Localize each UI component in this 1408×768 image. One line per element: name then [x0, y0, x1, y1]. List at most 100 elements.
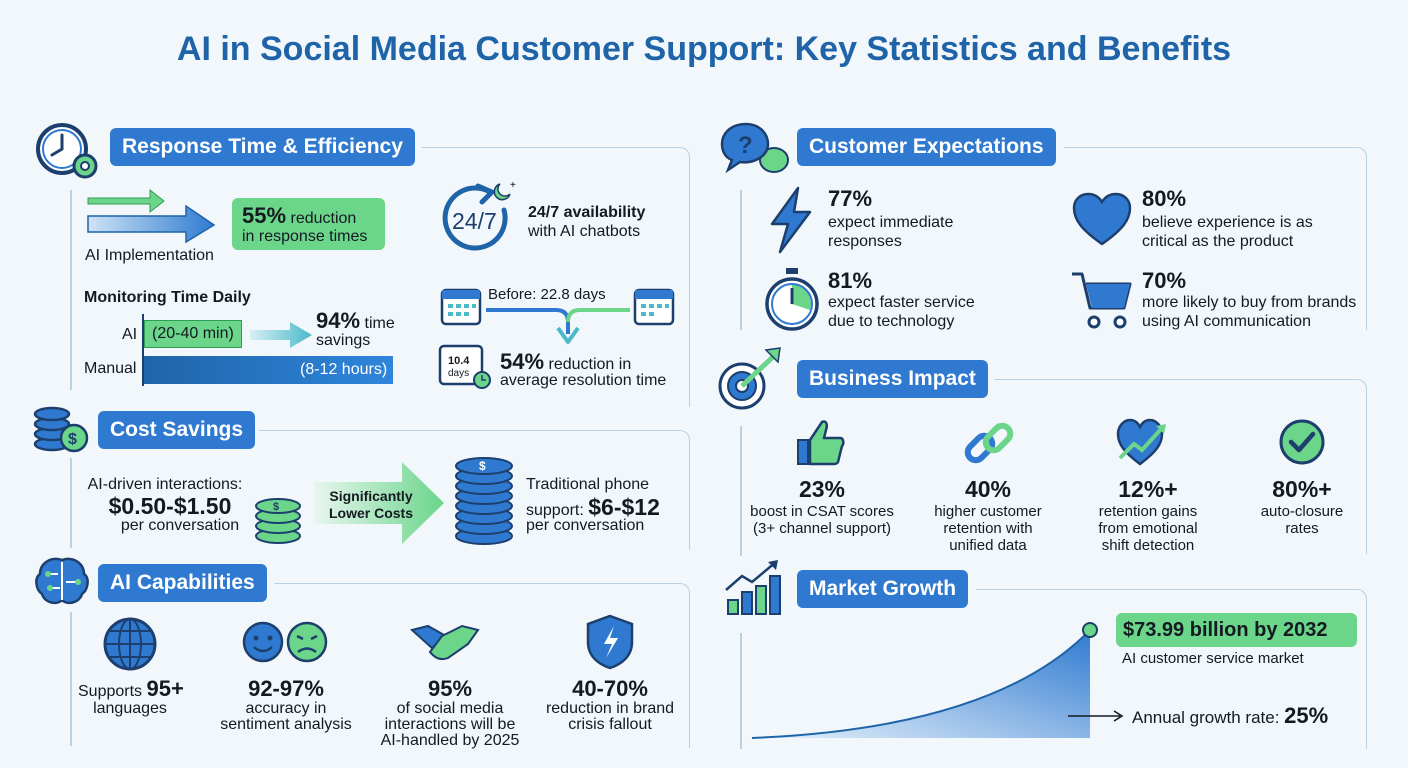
expectation-experience-value: 80% [1142, 186, 1186, 212]
ai-implementation-label: AI Implementation [85, 247, 214, 264]
cycle-24-7-icon: + [442, 180, 516, 251]
expectation-immediate-line2: responses [828, 233, 902, 250]
impact-csat-value: 23% [798, 476, 846, 502]
shield-bolt-icon [586, 614, 634, 670]
globe-icon [103, 617, 157, 671]
expectation-faster-line1: expect faster service [828, 294, 975, 311]
lower-costs-arrow-icon [314, 462, 444, 544]
capability-ai-handled-line4: AI-handled by 2025 [380, 732, 520, 749]
monitoring-title: Monitoring Time Daily [84, 289, 251, 306]
capability-languages-line2: languages [93, 700, 167, 717]
svg-text:?: ? [738, 132, 753, 159]
speed-arrows-icon [87, 188, 216, 244]
svg-text:$: $ [273, 501, 279, 513]
section-heading-capabilities: AI Capabilities [98, 564, 267, 602]
capability-languages-value: 95+ [146, 676, 184, 701]
impact-autoclosure-value: 80%+ [1272, 476, 1332, 502]
calendar-before-icon [440, 288, 482, 326]
response-reduction-text: reduction [286, 210, 357, 227]
capability-crisis-value: 40-70% [572, 676, 648, 701]
expectation-experience-big: 80% [1142, 186, 1187, 211]
resolution-reduction-line2: average resolution time [500, 372, 667, 389]
monitoring-ai-bar [144, 320, 242, 348]
calendar-clock-icon [438, 344, 491, 389]
market-growth-rate: Annual growth rate: 25% [1132, 703, 1328, 729]
time-savings: 94% time [316, 308, 395, 334]
resolution-reduction-value: 54% [500, 349, 545, 374]
check-icon [1279, 419, 1325, 465]
cost-phone-price: $6-$12 [588, 494, 660, 520]
target-arrow-icon [718, 347, 781, 410]
impact-emotional-value: 12%+ [1118, 476, 1178, 502]
expectation-faster-line2: due to technology [828, 313, 955, 330]
expectation-immediate-big: 77% [828, 186, 873, 211]
lower-costs-line1: Significantly [329, 488, 413, 504]
capability-sentiment-value: 92-97% [248, 676, 324, 701]
monitoring-manual-bar-label: (8-12 hours) [300, 361, 388, 378]
market-value-label: AI customer service market [1122, 650, 1304, 667]
resolution-before: Before: 22.8 days [488, 286, 606, 303]
expectation-faster-big: 81% [828, 268, 873, 293]
capability-crisis-line2: reduction in brand [545, 700, 675, 717]
impact-retention-line1: higher customer [934, 503, 1042, 520]
response-reduction-line2: in response times [242, 228, 368, 245]
expectation-buy-value: 70% [1142, 268, 1186, 294]
time-savings-line2: savings [316, 332, 371, 349]
bar-growth-icon [725, 560, 781, 615]
link-icon [964, 422, 1014, 464]
resolution-reduction-text: reduction in [544, 356, 632, 373]
availability-line1: 24/7 availability [528, 204, 646, 221]
impact-emotional-line3: shift detection [1101, 537, 1195, 554]
market-value: $73.99 billion by 2032 [1123, 619, 1328, 641]
cost-phone-line1: Traditional phone [526, 476, 650, 493]
monitoring-manual-bar [144, 356, 393, 384]
impact-emotional-line1: retention gains [1098, 503, 1198, 520]
page-title: AI in Social Media Customer Support: Key… [176, 30, 1232, 68]
cost-ai-line3: per conversation [120, 517, 240, 534]
capability-sentiment-line2: accuracy in [245, 700, 327, 717]
impact-retention-line2: retention with [943, 520, 1033, 537]
expectation-immediate-line1: expect immediate [828, 214, 954, 231]
cost-ai-line1: AI-driven interactions: [87, 476, 243, 493]
svg-text:$: $ [68, 431, 77, 448]
expectation-buy-big: 70% [1142, 268, 1187, 293]
capability-sentiment-line3: sentiment analysis [220, 716, 352, 733]
handshake-icon [409, 624, 480, 661]
svg-text:+: + [510, 180, 516, 191]
svg-text:$: $ [479, 459, 486, 473]
impact-retention-value: 40% [964, 476, 1012, 502]
thumbs-up-icon [797, 420, 845, 466]
section-heading-response: Response Time & Efficiency [110, 128, 415, 166]
response-reduction: 55% reduction [242, 203, 356, 229]
market-value-box [1116, 613, 1357, 647]
impact-csat-line1: boost in CSAT scores [750, 503, 894, 520]
impact-autoclosure-line2: rates [1285, 520, 1319, 537]
question-bubble-icon: ? [720, 122, 789, 174]
capability-ai-handled-line3: interactions will be [384, 716, 516, 733]
coins-dollar-icon: $ [33, 406, 89, 453]
resolution-after-days-unit: days [448, 368, 470, 379]
resolution-after-days: 10.4 [448, 355, 470, 367]
brain-circuit-icon [35, 557, 89, 605]
response-reduction-value: 55% [242, 203, 287, 228]
monitoring-manual-label: Manual [84, 360, 137, 377]
impact-autoclosure-line1: auto-closure [1260, 503, 1344, 520]
lower-costs-line2: Lower Costs [328, 505, 413, 521]
capability-ai-handled-value: 95% [427, 676, 473, 701]
market-growth-rate-label: Annual growth rate: [1132, 708, 1285, 727]
expectation-experience-line1: believe experience is as [1142, 214, 1313, 231]
expectation-experience-line2: critical as the product [1142, 233, 1294, 250]
cart-icon [1072, 272, 1132, 329]
heart-icon [1072, 192, 1132, 246]
cost-phone-prefix: support: [526, 502, 589, 519]
growth-rate-arrow-icon [1068, 710, 1124, 722]
sentiment-faces-icon [242, 621, 328, 663]
section-heading-market: Market Growth [797, 570, 969, 608]
expectation-buy-line1: more likely to buy from brands [1142, 294, 1357, 311]
response-reduction-box [232, 198, 385, 250]
expectation-immediate-value: 77% [828, 186, 872, 212]
clock-gear-icon [36, 123, 98, 179]
section-heading-business: Business Impact [797, 360, 988, 398]
small-coins-icon: $ [255, 498, 301, 544]
impact-csat-line2: (3+ channel support) [752, 520, 891, 537]
